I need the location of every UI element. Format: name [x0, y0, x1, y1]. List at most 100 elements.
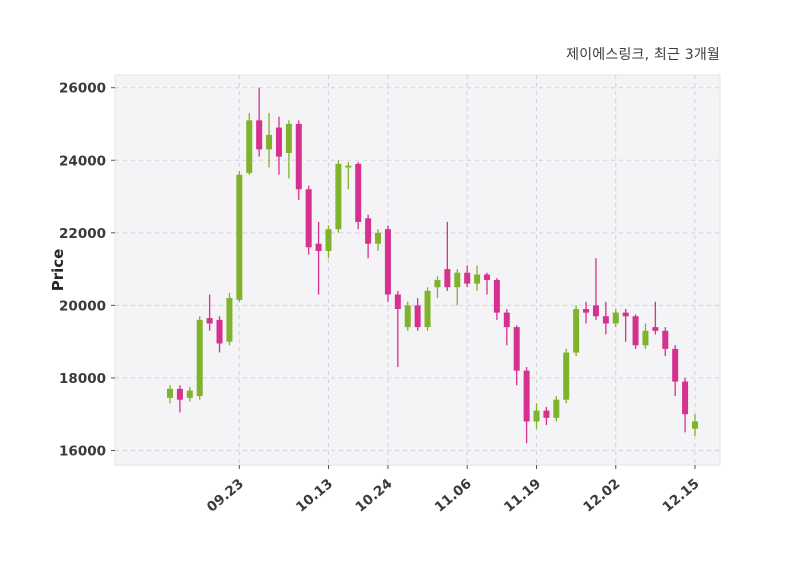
candle-body	[186, 390, 193, 398]
candle-down	[543, 406, 550, 426]
candle-body	[652, 327, 659, 331]
candle-up	[404, 301, 411, 331]
candle-down	[384, 225, 391, 302]
candle-down	[583, 301, 590, 324]
candle-body	[384, 229, 391, 295]
candle-body	[285, 123, 292, 153]
candle-up	[266, 113, 273, 168]
candle-body	[612, 312, 619, 324]
y-tick-label: 24000	[59, 153, 106, 169]
plot-panel	[114, 74, 721, 466]
x-tick-label: 10.13	[293, 476, 336, 516]
candle-down	[315, 221, 322, 295]
x-tick-label: 12.15	[660, 476, 703, 516]
candle-down	[632, 314, 639, 349]
candle-body	[315, 243, 322, 251]
candle-body	[543, 410, 550, 418]
x-tick-label: 09.23	[204, 476, 247, 516]
candle-body	[355, 163, 362, 222]
candle-down	[414, 298, 421, 331]
candle-body	[474, 274, 481, 284]
y-tick-label: 20000	[59, 298, 106, 314]
candle-down	[206, 294, 213, 331]
candle-down	[513, 325, 520, 386]
candle-body	[513, 327, 520, 371]
candle-body	[236, 174, 243, 300]
candle-body	[602, 316, 609, 324]
candle-up	[533, 403, 540, 429]
y-axis-label: Price	[49, 248, 67, 292]
candle-down	[256, 87, 263, 157]
candle-up	[563, 348, 570, 404]
candle-body	[444, 269, 451, 288]
candle-down	[464, 265, 471, 288]
candle-up	[424, 287, 431, 331]
candle-down	[305, 185, 312, 255]
candle-body	[523, 370, 530, 422]
candle-down	[602, 301, 609, 335]
candle-up	[553, 396, 560, 422]
candle-body	[335, 163, 342, 230]
candle-down	[652, 301, 659, 335]
candle-up	[335, 160, 342, 233]
y-tick-label: 26000	[59, 81, 106, 97]
candle-down	[483, 272, 490, 295]
candle-body	[642, 330, 649, 346]
candle-body	[275, 127, 282, 157]
candle-up	[186, 387, 193, 402]
x-tick-label: 12.02	[580, 476, 623, 516]
candle-down	[592, 258, 599, 320]
candle-body	[246, 120, 253, 173]
candle-body	[266, 134, 273, 150]
candle-body	[563, 352, 570, 400]
candle-body	[682, 381, 689, 415]
y-tick-label: 22000	[59, 226, 106, 242]
candle-body	[196, 319, 203, 397]
chart-title: 제이에스링크, 최근 3개월	[566, 47, 720, 63]
candle-body	[592, 305, 599, 317]
candle-up	[375, 229, 382, 251]
candle-up	[642, 323, 649, 349]
candle-down	[216, 316, 223, 353]
candle-body	[424, 290, 431, 328]
candle-up	[226, 292, 233, 346]
candle-body	[573, 309, 580, 353]
candle-body	[622, 312, 629, 317]
y-tick-label: 16000	[59, 443, 106, 459]
candle-up	[474, 265, 481, 291]
candle-body	[394, 294, 401, 309]
candle-body	[256, 120, 263, 150]
candle-body	[483, 274, 490, 280]
x-tick-label: 10.24	[352, 476, 395, 516]
candle-up	[285, 120, 292, 179]
candle-up	[236, 171, 243, 302]
candle-body	[365, 218, 372, 244]
candle-body	[454, 272, 461, 288]
y-tick-label: 18000	[59, 371, 106, 387]
candle-body	[176, 388, 183, 400]
candle-down	[275, 116, 282, 175]
candle-body	[672, 348, 679, 382]
candle-up	[325, 225, 332, 259]
candle-body	[345, 165, 352, 168]
candle-body	[167, 388, 173, 398]
candle-body	[632, 316, 639, 346]
candle-down	[176, 385, 183, 413]
candle-up	[454, 269, 461, 306]
candle-body	[434, 279, 441, 288]
candle-body	[662, 330, 669, 349]
candle-up	[167, 385, 173, 404]
candle-up	[345, 162, 352, 190]
candle-down	[444, 221, 451, 291]
candle-body	[404, 305, 411, 328]
candle-down	[394, 290, 401, 368]
candle-down	[622, 309, 629, 342]
candle-up	[573, 305, 580, 357]
candle-body	[414, 305, 421, 328]
candle-down	[682, 377, 689, 433]
candle-up	[434, 276, 441, 299]
candle-down	[493, 278, 500, 320]
candle-body	[375, 232, 382, 244]
